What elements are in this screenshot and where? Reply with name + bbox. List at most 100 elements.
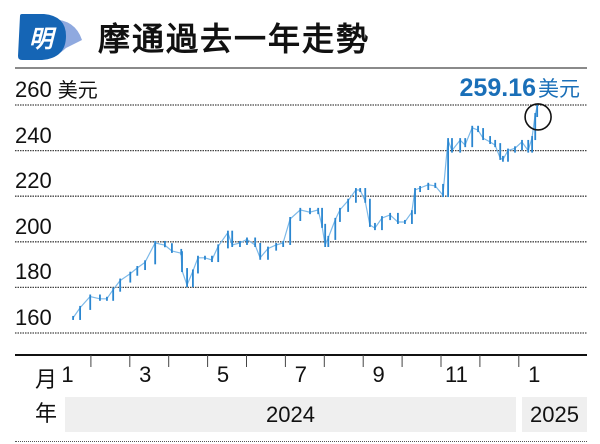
price-bar [129, 271, 132, 283]
price-bar [136, 266, 139, 276]
price-bar [364, 188, 367, 203]
price-line [72, 106, 538, 319]
price-bar [197, 255, 199, 274]
price-bar [464, 138, 467, 148]
price-bar [482, 128, 485, 141]
price-bar [192, 269, 194, 288]
price-bar [154, 240, 157, 265]
y-unit-label: 美元 [57, 78, 98, 102]
price-bar [451, 138, 453, 153]
price-bar [89, 294, 92, 310]
price-bar [442, 183, 444, 198]
last-price-value: 259.16 [459, 74, 536, 102]
price-bar [514, 146, 516, 153]
price-bar [239, 240, 241, 247]
price-bar [231, 230, 234, 247]
price-bar [374, 222, 376, 231]
price-bar [434, 182, 437, 188]
price-bar [254, 237, 257, 247]
y-tick-label: 200 [15, 213, 52, 239]
price-bar [381, 216, 383, 231]
year-band-2025: 2025 [522, 397, 587, 432]
price-bar [317, 207, 320, 215]
price-bar [359, 188, 362, 193]
title-divider [15, 67, 587, 69]
price-bar [507, 148, 509, 162]
price-bar [299, 207, 302, 221]
chart-title: 摩通過去一年走勢 [98, 20, 371, 58]
y-tick-label: 260 美元 [15, 78, 98, 103]
ming-pao-logo: 明 [14, 12, 84, 62]
y-tick-label: 220 [15, 169, 52, 193]
price-bar [521, 139, 523, 151]
price-bar [211, 255, 213, 263]
y-tick-value: 160 [15, 305, 52, 330]
price-bar [389, 212, 392, 221]
price-bar [334, 217, 337, 240]
price-bar [227, 230, 229, 249]
price-bar [289, 217, 292, 245]
x-tick-label: 1 [61, 362, 74, 387]
x-tick-label: 1 [528, 362, 541, 387]
last-price-unit: 美元 [538, 77, 580, 101]
y-tick-label: 160 [15, 306, 52, 330]
price-bar [534, 113, 537, 141]
price-bar [527, 139, 530, 153]
price-bar [447, 138, 450, 198]
price-bar [502, 155, 504, 162]
price-bar [419, 185, 421, 193]
price-bar [164, 240, 166, 248]
x-tick-label: 11 [445, 362, 468, 387]
x-tick-label: 9 [372, 362, 385, 387]
price-bar [414, 188, 416, 215]
price-bar [275, 242, 278, 251]
price-bar [309, 207, 311, 215]
price-bar [72, 315, 75, 320]
price-bar [411, 210, 413, 224]
price-bar [171, 243, 173, 253]
price-bar [347, 198, 350, 212]
price-bar [321, 207, 323, 228]
price-bar [404, 219, 406, 224]
price-bar [471, 125, 474, 148]
year-band-2024: 2024 [65, 397, 516, 432]
y-tick-value: 180 [15, 259, 52, 285]
y-tick-label: 240 [15, 122, 52, 148]
price-bar [259, 242, 262, 260]
price-bar [246, 237, 248, 245]
month-row-label: 月 [35, 368, 58, 393]
last-price-marker [524, 103, 552, 131]
price-bar [397, 212, 399, 224]
price-bar [531, 136, 534, 153]
price-bar [499, 143, 502, 160]
last-price-label: 259.16美元 [460, 74, 580, 103]
price-bar [112, 287, 115, 301]
price-bar [186, 268, 188, 288]
price-bar [459, 138, 462, 153]
price-bar [324, 223, 327, 247]
price-bar [106, 296, 108, 301]
price-bar [536, 104, 539, 118]
price-bar [494, 139, 497, 148]
y-tick-value: 200 [15, 213, 52, 239]
price-bar [267, 246, 269, 260]
year-row-label: 年 [35, 402, 58, 427]
price-bar [282, 240, 285, 247]
price-bar [339, 207, 341, 222]
y-tick-value: 240 [15, 122, 52, 148]
y-tick-label: 180 [15, 260, 52, 284]
x-tick-label: 5 [216, 362, 230, 387]
price-bar [144, 260, 146, 271]
price-bar [79, 305, 82, 320]
price-bar [427, 182, 430, 190]
price-bar [327, 235, 330, 247]
price-bar [217, 244, 220, 263]
y-tick-value: 220 [15, 168, 52, 194]
price-bar [99, 294, 101, 301]
price-bar [355, 188, 357, 203]
price-bar [477, 125, 479, 133]
price-bar [489, 136, 492, 144]
logo-text: 明 [29, 25, 57, 53]
price-bar [369, 198, 371, 227]
